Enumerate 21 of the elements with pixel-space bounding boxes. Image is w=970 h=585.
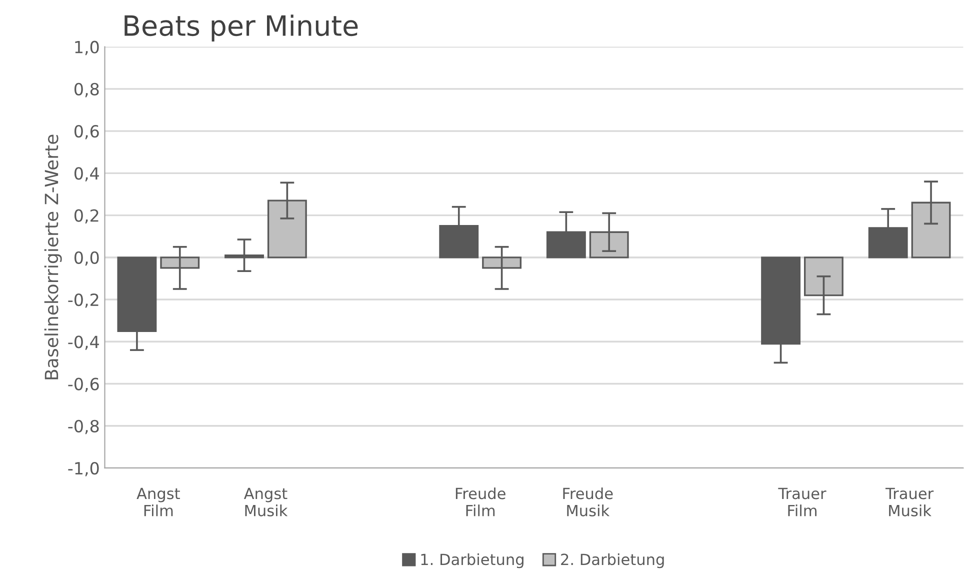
x-tick-label: Trauer Film (778, 488, 826, 516)
y-tick-label: 0,2 (74, 209, 98, 224)
y-tick-label: -1,0 (68, 462, 99, 476)
y-tick-label: 1,0 (75, 40, 99, 56)
legend-label: 2. Darbietung (561, 553, 664, 568)
x-tick-label: Freude Musik (563, 487, 613, 516)
legend-label: 1. Darbietung (421, 553, 524, 568)
y-tick-label: 0,6 (74, 125, 99, 140)
x-tick-label: Freude Film (456, 487, 506, 516)
y-tick-label: 0,4 (74, 167, 99, 182)
y-tick-label: -0,6 (68, 378, 99, 392)
x-tick-label: Angst Musik (244, 488, 288, 516)
y-axis-title: Baselinekorrigierte Z-Werte (44, 134, 62, 380)
y-tick-label: -0,4 (68, 336, 99, 350)
y-tick-label: 0,8 (74, 82, 99, 98)
y-tick-label: -0,2 (68, 293, 98, 308)
x-tick-label: Angst Film (136, 488, 180, 516)
y-tick-label: 0,0 (74, 251, 99, 266)
y-tick-label: -0,8 (68, 420, 99, 434)
chart-title: Beats per Minute (124, 14, 358, 42)
x-tick-label: Trauer Musik (885, 488, 934, 516)
